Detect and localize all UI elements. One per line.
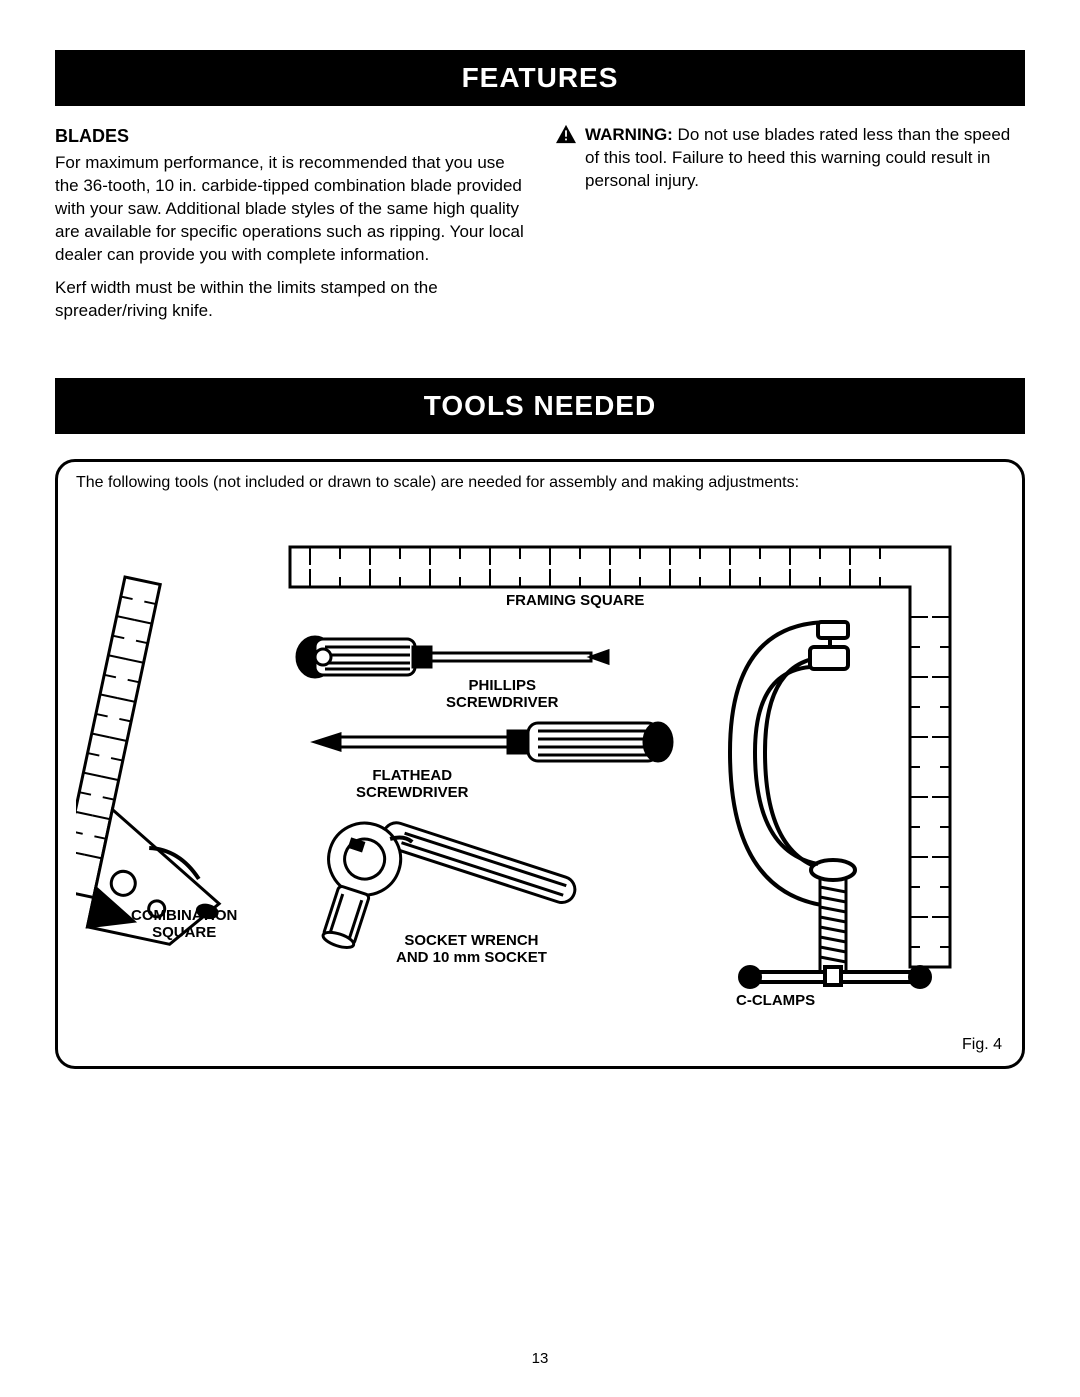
phillips-screwdriver-icon xyxy=(297,637,608,677)
warning-row: WARNING: Do not use blades rated less th… xyxy=(555,124,1025,193)
blades-paragraph-1: For maximum performance, it is recommend… xyxy=(55,152,525,267)
blades-column: BLADES For maximum performance, it is re… xyxy=(55,124,525,333)
framing-square-label: FRAMING SQUARE xyxy=(506,592,644,609)
features-body: BLADES For maximum performance, it is re… xyxy=(55,124,1025,333)
flathead-label: FLATHEAD SCREWDRIVER xyxy=(356,767,469,802)
figure-label: Fig. 4 xyxy=(962,1036,1002,1054)
blades-paragraph-2: Kerf width must be within the limits sta… xyxy=(55,277,525,323)
flathead-screwdriver-icon xyxy=(315,723,672,761)
warning-label: WARNING: xyxy=(585,125,673,144)
page-number: 13 xyxy=(0,1350,1080,1367)
blades-heading: BLADES xyxy=(55,124,525,148)
combination-square-icon xyxy=(76,577,282,953)
tools-box: The following tools (not included or dra… xyxy=(55,459,1025,1069)
socket-wrench-icon xyxy=(302,805,578,1010)
combination-square-label: COMBINATION SQUARE xyxy=(131,907,237,942)
tools-header: TOOLS NEEDED xyxy=(55,378,1025,434)
c-clamps-label: C-CLAMPS xyxy=(736,992,815,1009)
phillips-label: PHILLIPS SCREWDRIVER xyxy=(446,677,559,712)
tools-illustration-area: FRAMING SQUARE PHILLIPS SCREWDRIVER FLAT… xyxy=(76,507,1004,1027)
socket-wrench-label: SOCKET WRENCH AND 10 mm SOCKET xyxy=(396,932,547,967)
warning-column: WARNING: Do not use blades rated less th… xyxy=(555,124,1025,333)
warning-text: WARNING: Do not use blades rated less th… xyxy=(585,124,1025,193)
c-clamp-icon xyxy=(730,622,930,987)
tools-intro: The following tools (not included or dra… xyxy=(76,474,1004,492)
features-header: FEATURES xyxy=(55,50,1025,106)
warning-triangle-icon xyxy=(555,124,577,144)
